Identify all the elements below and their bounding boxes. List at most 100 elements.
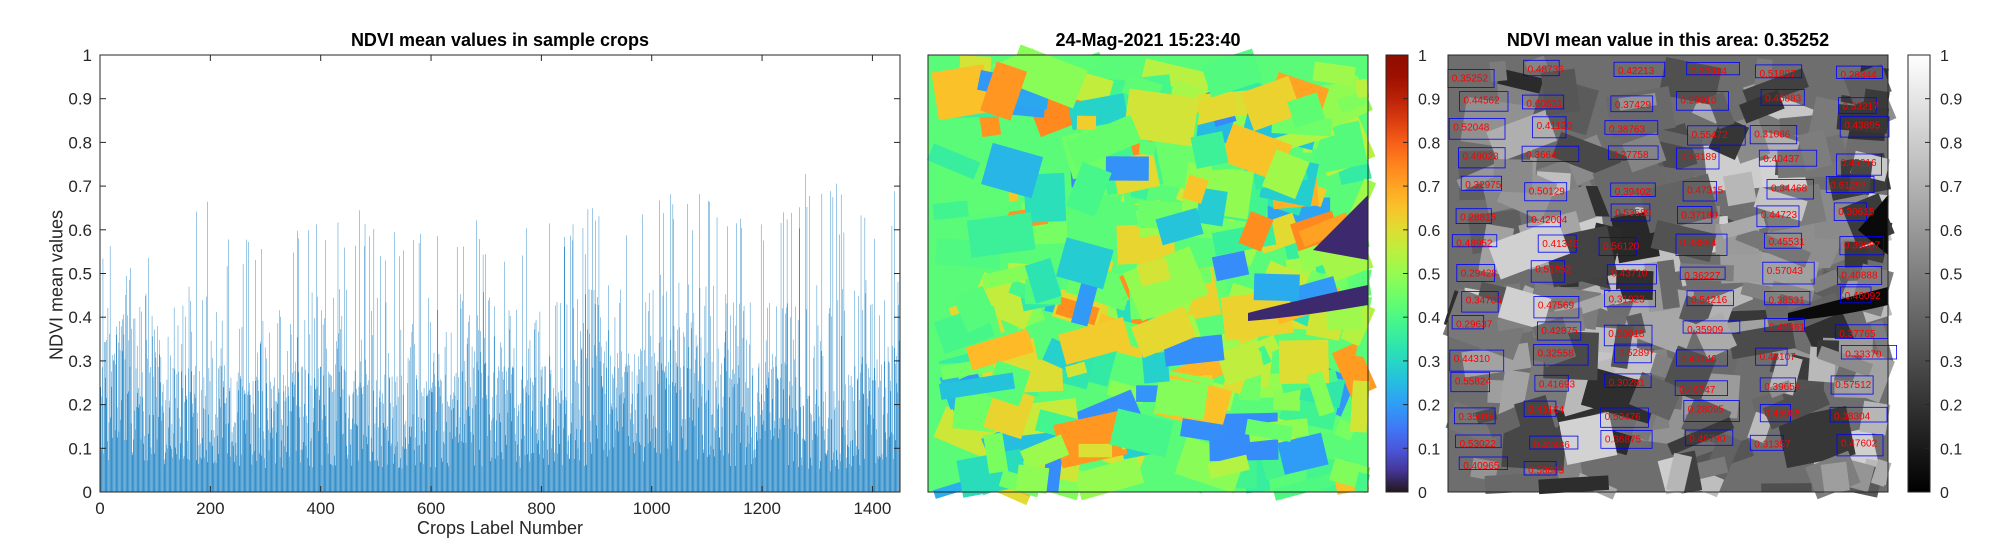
crop-value-label: 0.57043	[1767, 266, 1804, 277]
crop-value-label: 0.42875	[1541, 326, 1578, 337]
crop-value-label: 0.43164	[1528, 405, 1565, 416]
colorbar-tick-label: 0	[1418, 485, 1427, 502]
crop-box	[1766, 179, 1814, 200]
crop-box	[1603, 324, 1653, 347]
colorbar-tick-label: 1	[1418, 48, 1427, 65]
crop-value-label: 0.46747	[1679, 385, 1716, 396]
y-tick-label: 0.3	[68, 352, 92, 371]
crop-box	[1523, 461, 1557, 476]
crop-box	[1838, 97, 1877, 114]
crop-box	[1537, 321, 1582, 341]
crop-box	[1449, 349, 1505, 372]
crop-value-label: 0.46092	[1845, 291, 1882, 302]
crop-value-label: 0.51807	[1760, 69, 1797, 80]
crop-box	[1530, 260, 1566, 283]
crop-box	[1459, 91, 1509, 112]
crop-value-label: 0.43895	[1844, 121, 1881, 132]
crop-value-label: 0.39659	[1764, 382, 1801, 393]
crop-value-label: 0.41693	[1539, 379, 1576, 390]
crop-value-label: 0.27758	[1612, 150, 1649, 161]
crop-value-label: 0.46883	[1765, 94, 1802, 105]
crop-value-label: 0.36875	[1605, 434, 1642, 445]
crop-value-label: 0.32558	[1538, 349, 1575, 360]
crop-box	[1448, 118, 1506, 140]
colorbar-tick-label: 0.2	[1940, 398, 1962, 415]
crop-value-label: 0.45216	[1840, 158, 1877, 169]
crop-box	[1677, 206, 1713, 224]
y-tick-label: 0.2	[68, 396, 92, 415]
y-tick-label: 0.8	[68, 133, 92, 152]
crop-box	[1679, 266, 1726, 280]
crop-value-label: 0.39402	[1615, 187, 1652, 198]
crop-value-label: 0.37429	[1615, 100, 1652, 111]
crop-box	[1836, 65, 1883, 79]
crop-value-label: 0.42213	[1618, 66, 1655, 77]
crop-box	[1458, 147, 1506, 169]
crop-value-label: 0.50129	[1529, 187, 1566, 198]
colorbar-tick-label: 0.6	[1940, 223, 1962, 240]
crop-value-label: 0.33370	[1845, 349, 1882, 360]
crop-box	[1458, 456, 1508, 470]
crop-box	[1533, 296, 1580, 319]
crop-box	[1839, 116, 1890, 138]
crop-value-label: 0.45531	[1769, 237, 1806, 248]
crop-value-label: 0.41346	[1542, 239, 1579, 250]
crop-value-label: 0.47315	[1687, 186, 1724, 197]
crop-box	[1682, 181, 1717, 202]
crop-value-label: 0.37180	[1681, 211, 1718, 222]
crop-value-label: 0.38763	[1609, 125, 1646, 136]
crop-box	[1604, 289, 1656, 308]
colorbar-tick-label: 0.1	[1418, 441, 1440, 458]
colorbar-tick-label: 0.1	[1940, 441, 1962, 458]
crop-box	[1606, 264, 1657, 285]
crop-value-label: 0.28095	[1688, 405, 1725, 416]
crop-box	[1830, 375, 1874, 395]
crop-value-label: 0.49023	[1463, 152, 1500, 163]
crop-value-label: 0.42004	[1531, 215, 1568, 226]
crop-box	[1756, 205, 1800, 228]
crop-box	[1610, 182, 1656, 197]
crop-box	[1461, 291, 1499, 313]
colorbar-tick-label: 0.3	[1418, 354, 1440, 371]
crop-value-label: 0.56120	[1603, 242, 1640, 253]
crop-value-label: 0.52897	[1619, 348, 1656, 359]
colorbar-tick-label: 1	[1940, 48, 1949, 65]
crop-value-label: 0.40146	[1681, 354, 1718, 365]
crop-value-label: 0.44562	[1464, 96, 1501, 107]
crop-value-label: 0.55824	[1455, 376, 1492, 387]
y-tick-label: 0.9	[68, 90, 92, 109]
colorbar-tick-label: 0.4	[1940, 310, 1962, 327]
crop-box	[1533, 344, 1589, 366]
crop-value-label: 0.60631	[1526, 99, 1563, 110]
crop-value-label: 0.35252	[1452, 73, 1489, 84]
crop-box	[1687, 125, 1746, 146]
colorbar-tick-label: 0.6	[1418, 223, 1440, 240]
crop-value-label: 0.48952	[1456, 239, 1493, 250]
crop-box	[1836, 153, 1883, 176]
crop-value-label: 0.30615	[1838, 207, 1875, 218]
crop-value-label: 0.48107	[1760, 352, 1797, 363]
crop-box	[1523, 400, 1557, 418]
crop-value-label: 0.30281	[1609, 378, 1646, 389]
crop-value-label: 0.57512	[1835, 380, 1872, 391]
crop-box	[1837, 266, 1883, 285]
colorbar-tick-label: 0.8	[1940, 135, 1962, 152]
crop-box	[1833, 202, 1867, 221]
crop-value-label: 0.38531	[1769, 296, 1806, 307]
crop-value-label: 0.43710	[1611, 269, 1648, 280]
crop-value-label: 0.49790	[1689, 434, 1726, 445]
crop-box	[1614, 343, 1652, 364]
x-tick-label: 1200	[743, 499, 781, 518]
ndvi-map-cells	[927, 44, 1377, 506]
colorbar-tick-label: 0.9	[1418, 92, 1440, 109]
crop-value-label: 0.58843	[1528, 466, 1565, 477]
crop-box	[1537, 234, 1577, 253]
crop-box	[1840, 344, 1898, 360]
crop-value-label: 0.47569	[1538, 301, 1575, 312]
crop-box	[1455, 434, 1502, 449]
y-tick-label: 1	[83, 46, 92, 65]
colorbar-tick-label: 0.5	[1418, 267, 1440, 284]
crop-value-label: 0.60018	[1608, 329, 1645, 340]
